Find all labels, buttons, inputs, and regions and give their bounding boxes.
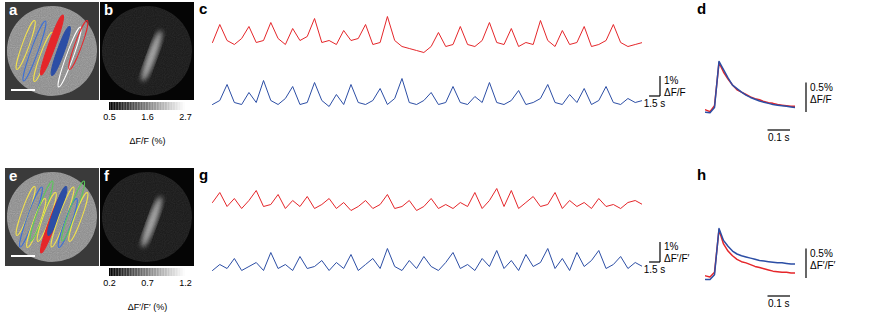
svg-text:a: a (9, 1, 18, 18)
svg-text:0.2: 0.2 (103, 278, 116, 288)
svg-text:e: e (9, 167, 17, 184)
svg-text:0.5%: 0.5% (810, 248, 833, 259)
svg-text:0.5%: 0.5% (810, 82, 833, 93)
svg-text:1.6: 1.6 (141, 112, 154, 122)
svg-text:1.2: 1.2 (179, 278, 192, 288)
svg-text:0.1 s: 0.1 s (768, 132, 790, 143)
svg-text:f: f (104, 167, 110, 184)
svg-text:1%: 1% (664, 75, 679, 86)
svg-text:ΔF/F: ΔF/F (810, 94, 832, 105)
svg-text:1.5 s: 1.5 s (644, 264, 666, 275)
svg-text:ΔF′/F′: ΔF′/F′ (664, 253, 690, 264)
svg-text:c: c (199, 0, 207, 17)
svg-text:ΔF′/F′ (%): ΔF′/F′ (%) (128, 302, 167, 312)
svg-text:0.5: 0.5 (103, 112, 116, 122)
svg-text:b: b (104, 1, 113, 18)
svg-text:0.1 s: 0.1 s (768, 298, 790, 309)
svg-text:2.7: 2.7 (179, 112, 192, 122)
svg-text:d: d (697, 0, 706, 17)
svg-text:ΔF′/F′: ΔF′/F′ (810, 260, 836, 271)
svg-text:1.5 s: 1.5 s (644, 98, 666, 109)
svg-text:0.7: 0.7 (141, 278, 154, 288)
svg-text:g: g (199, 166, 208, 183)
svg-text:h: h (697, 166, 706, 183)
svg-text:1%: 1% (664, 241, 679, 252)
svg-text:ΔF/F (%): ΔF/F (%) (129, 136, 165, 146)
svg-text:ΔF/F: ΔF/F (664, 87, 686, 98)
